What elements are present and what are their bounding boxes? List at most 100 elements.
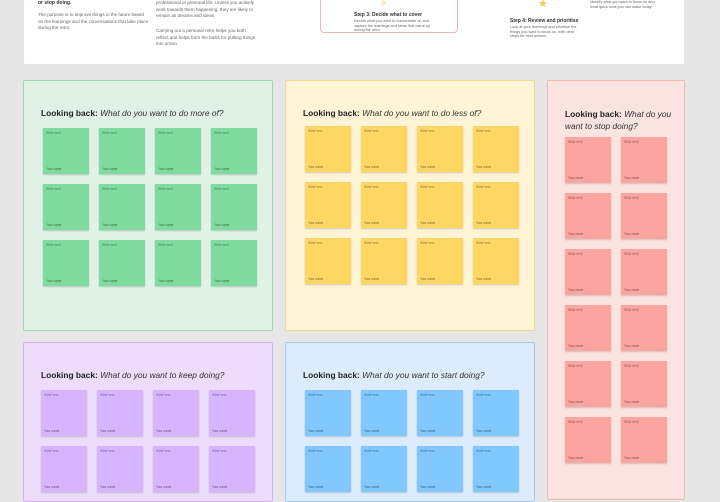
sticky-note[interactable]: Write here Your name bbox=[565, 249, 611, 295]
sticky-note-placeholder: Write here bbox=[476, 185, 491, 189]
sticky-note-placeholder: Write here bbox=[420, 185, 435, 189]
sticky-note[interactable]: Write here Your name bbox=[473, 238, 519, 284]
sticky-note[interactable]: Write here Your name bbox=[155, 128, 201, 174]
sticky-note[interactable]: Write here Your name bbox=[305, 390, 351, 436]
sticky-note[interactable]: Write here Your name bbox=[565, 305, 611, 351]
sticky-note[interactable]: Write here Your name bbox=[153, 390, 199, 436]
sticky-note-placeholder: Write here bbox=[364, 185, 379, 189]
sticky-note[interactable]: Write here Your name bbox=[361, 238, 407, 284]
sticky-note-author: Your name bbox=[46, 167, 62, 171]
frame-keep-doing[interactable]: Looking back: What do you want to keep d… bbox=[23, 342, 273, 502]
sticky-note[interactable]: Write here Your name bbox=[361, 446, 407, 492]
sticky-note[interactable]: Write here Your name bbox=[417, 238, 463, 284]
sticky-note-placeholder: Write here bbox=[156, 393, 171, 397]
sticky-note[interactable]: Write here Your name bbox=[41, 446, 87, 492]
sticky-note[interactable]: Write here Your name bbox=[565, 417, 611, 463]
sticky-note[interactable]: Write here Your name bbox=[43, 128, 89, 174]
frame-title-question: What do you want to start doing? bbox=[362, 370, 485, 380]
sticky-note-placeholder: Write here bbox=[568, 140, 583, 144]
sticky-note-author: Your name bbox=[308, 485, 324, 489]
step-4-right-text: Identify what you want to focus on and w… bbox=[590, 0, 655, 9]
sticky-note-placeholder: Write here bbox=[476, 241, 491, 245]
sticky-note[interactable]: Write here Your name bbox=[153, 446, 199, 492]
sticky-note[interactable]: Write here Your name bbox=[211, 128, 257, 174]
sticky-note[interactable]: Write here Your name bbox=[99, 128, 145, 174]
sticky-note-placeholder: Write here bbox=[568, 364, 583, 368]
star-icon: ★ bbox=[538, 0, 548, 10]
sticky-note[interactable]: Write here Your name bbox=[621, 193, 667, 239]
sticky-note[interactable]: Write here Your name bbox=[99, 184, 145, 230]
frame-title: Looking back: What do you want to stop d… bbox=[565, 108, 675, 132]
sticky-note-author: Your name bbox=[214, 223, 230, 227]
sticky-note-placeholder: Write here bbox=[158, 131, 173, 135]
instructions-text-3: Carrying out a personal retro helps you … bbox=[156, 28, 256, 47]
sticky-note-author: Your name bbox=[100, 429, 116, 433]
sticky-note[interactable]: Write here Your name bbox=[473, 446, 519, 492]
sticky-note[interactable]: Write here Your name bbox=[361, 182, 407, 228]
sticky-note-author: Your name bbox=[214, 167, 230, 171]
sticky-note-author: Your name bbox=[364, 277, 380, 281]
sticky-note[interactable]: Write here Your name bbox=[211, 184, 257, 230]
sticky-note-placeholder: Write here bbox=[476, 129, 491, 133]
sticky-note-author: Your name bbox=[476, 429, 492, 433]
sticky-note-author: Your name bbox=[102, 223, 118, 227]
sticky-note[interactable]: Write here Your name bbox=[43, 240, 89, 286]
sticky-note-placeholder: Write here bbox=[364, 393, 379, 397]
sticky-note[interactable]: Write here Your name bbox=[43, 184, 89, 230]
sticky-note[interactable]: Write here Your name bbox=[361, 126, 407, 172]
sticky-note[interactable]: Write here Your name bbox=[565, 193, 611, 239]
sticky-note[interactable]: Write here Your name bbox=[417, 446, 463, 492]
frame-stop-doing[interactable]: Looking back: What do you want to stop d… bbox=[547, 80, 685, 500]
sticky-note-author: Your name bbox=[568, 344, 584, 348]
sticky-note[interactable]: Write here Your name bbox=[473, 182, 519, 228]
sticky-note[interactable]: Write here Your name bbox=[361, 390, 407, 436]
sticky-note[interactable]: Write here Your name bbox=[417, 182, 463, 228]
sticky-note[interactable]: Write here Your name bbox=[209, 446, 255, 492]
sticky-note-author: Your name bbox=[476, 165, 492, 169]
sticky-note[interactable]: Write here Your name bbox=[621, 417, 667, 463]
sticky-note[interactable]: Write here Your name bbox=[209, 390, 255, 436]
sticky-note[interactable]: Write here Your name bbox=[211, 240, 257, 286]
sticky-note[interactable]: Write here Your name bbox=[417, 390, 463, 436]
frame-start-doing[interactable]: Looking back: What do you want to start … bbox=[285, 342, 535, 502]
sticky-note-placeholder: Write here bbox=[102, 243, 117, 247]
sticky-note-placeholder: Write here bbox=[420, 393, 435, 397]
sticky-note[interactable]: Write here Your name bbox=[155, 184, 201, 230]
sticky-note-author: Your name bbox=[212, 485, 228, 489]
step-4-title: Step 4: Review and prioritise bbox=[510, 18, 579, 24]
sticky-note-placeholder: Write here bbox=[46, 243, 61, 247]
sticky-note[interactable]: Write here Your name bbox=[305, 446, 351, 492]
sticky-note[interactable]: Write here Your name bbox=[621, 305, 667, 351]
sticky-note[interactable]: Write here Your name bbox=[565, 361, 611, 407]
sticky-note[interactable]: Write here Your name bbox=[97, 390, 143, 436]
sticky-note[interactable]: Write here Your name bbox=[305, 238, 351, 284]
sticky-note-placeholder: Write here bbox=[214, 131, 229, 135]
sticky-note[interactable]: Write here Your name bbox=[621, 249, 667, 295]
sticky-note-author: Your name bbox=[420, 221, 436, 225]
lightbulb-icon: ✧ bbox=[380, 0, 388, 8]
sticky-note[interactable]: Write here Your name bbox=[305, 126, 351, 172]
frame-do-more-of[interactable]: Looking back: What do you want to do mor… bbox=[23, 80, 273, 331]
sticky-note-placeholder: Write here bbox=[212, 449, 227, 453]
frame-title-question: What do you want to do less of? bbox=[362, 108, 482, 118]
sticky-note-placeholder: Write here bbox=[568, 308, 583, 312]
sticky-note-author: Your name bbox=[44, 429, 60, 433]
sticky-note-author: Your name bbox=[364, 221, 380, 225]
sticky-note-placeholder: Write here bbox=[476, 449, 491, 453]
sticky-note[interactable]: Write here Your name bbox=[99, 240, 145, 286]
sticky-note[interactable]: Write here Your name bbox=[41, 390, 87, 436]
sticky-note-author: Your name bbox=[568, 176, 584, 180]
sticky-note[interactable]: Write here Your name bbox=[565, 137, 611, 183]
sticky-note-author: Your name bbox=[156, 429, 172, 433]
sticky-note-author: Your name bbox=[158, 223, 174, 227]
sticky-note[interactable]: Write here Your name bbox=[97, 446, 143, 492]
sticky-note[interactable]: Write here Your name bbox=[621, 137, 667, 183]
sticky-note[interactable]: Write here Your name bbox=[417, 126, 463, 172]
sticky-note[interactable]: Write here Your name bbox=[473, 126, 519, 172]
frame-title: Looking back: What do you want to keep d… bbox=[41, 370, 224, 380]
frame-do-less-of[interactable]: Looking back: What do you want to do les… bbox=[285, 80, 535, 331]
sticky-note[interactable]: Write here Your name bbox=[155, 240, 201, 286]
sticky-note[interactable]: Write here Your name bbox=[621, 361, 667, 407]
sticky-note[interactable]: Write here Your name bbox=[473, 390, 519, 436]
sticky-note[interactable]: Write here Your name bbox=[305, 182, 351, 228]
